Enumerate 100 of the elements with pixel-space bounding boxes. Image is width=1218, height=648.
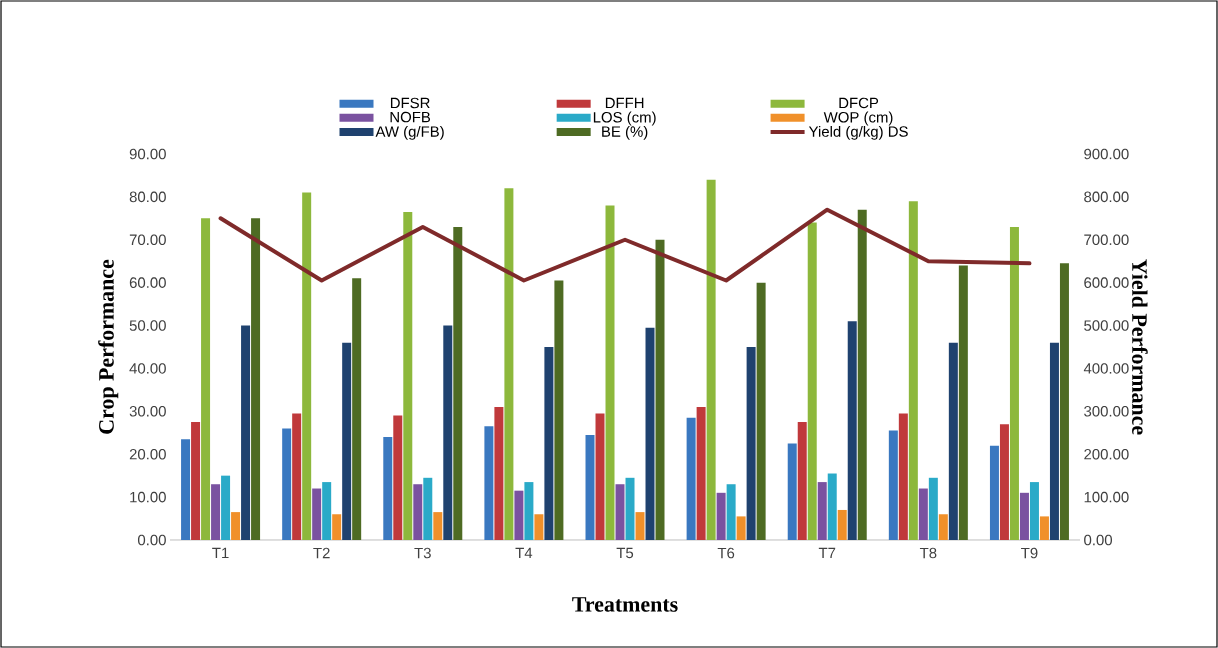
bar bbox=[736, 516, 746, 540]
bar bbox=[837, 509, 847, 540]
bar bbox=[282, 428, 292, 540]
bar bbox=[514, 490, 524, 540]
bar bbox=[403, 211, 413, 540]
bar bbox=[1029, 482, 1039, 540]
bar bbox=[433, 512, 443, 540]
legend-label: WOP (cm) bbox=[823, 111, 893, 126]
bar bbox=[1059, 263, 1069, 540]
legend-label: DFFH bbox=[605, 97, 644, 109]
bar bbox=[1019, 492, 1029, 540]
legend-label: DFCP bbox=[839, 97, 879, 109]
bar bbox=[857, 209, 867, 540]
y-tick-label: 90.00 bbox=[129, 148, 166, 160]
bar bbox=[393, 415, 403, 540]
bar bbox=[292, 413, 302, 540]
bar bbox=[1049, 342, 1059, 540]
bar bbox=[625, 477, 635, 540]
bar bbox=[453, 226, 463, 540]
bar bbox=[302, 192, 312, 540]
bar bbox=[948, 342, 958, 540]
bar bbox=[554, 280, 564, 540]
bar bbox=[312, 488, 322, 540]
y2-tick-label: 800.00 bbox=[1084, 191, 1129, 203]
bar bbox=[383, 437, 393, 540]
bar bbox=[888, 430, 898, 540]
bar bbox=[726, 484, 736, 540]
legend-label: Yield (g/kg) DS bbox=[808, 125, 908, 140]
bar bbox=[534, 514, 544, 540]
bar bbox=[635, 512, 645, 540]
x-tick-label: T5 bbox=[616, 547, 634, 559]
bar bbox=[504, 188, 514, 540]
y-tick-label: 30.00 bbox=[129, 406, 166, 417]
bar bbox=[686, 417, 696, 540]
bar bbox=[524, 482, 534, 540]
y-tick-label: 80.00 bbox=[129, 191, 166, 203]
bar bbox=[332, 514, 342, 540]
y-tick-label: 10.00 bbox=[130, 491, 166, 503]
bar bbox=[655, 239, 665, 540]
y2-tick-label: 300.00 bbox=[1084, 406, 1129, 417]
bar bbox=[443, 325, 453, 540]
bar bbox=[908, 201, 918, 540]
legend-label: AW (g/FB) bbox=[375, 125, 444, 140]
bar bbox=[827, 473, 837, 540]
bar bbox=[241, 325, 251, 540]
bar bbox=[585, 434, 595, 540]
y2-tick-label: 600.00 bbox=[1084, 277, 1129, 288]
y2-tick-label: 700.00 bbox=[1084, 234, 1129, 246]
y-tick-label: 20.00 bbox=[129, 448, 166, 460]
x-tick-label: T7 bbox=[818, 547, 836, 559]
bar bbox=[342, 342, 352, 540]
bar bbox=[494, 407, 504, 540]
bar bbox=[181, 439, 191, 540]
x-tick-label: T4 bbox=[515, 547, 533, 559]
bar bbox=[958, 265, 968, 540]
bar bbox=[807, 222, 817, 540]
y-axis-title: Crop Performance bbox=[98, 259, 119, 434]
bar bbox=[918, 488, 928, 540]
bar bbox=[484, 426, 494, 540]
bar bbox=[1039, 516, 1049, 540]
bar bbox=[1009, 226, 1019, 540]
bar bbox=[928, 477, 938, 540]
bar bbox=[938, 514, 948, 540]
bar bbox=[221, 475, 231, 540]
y2-tick-label: 500.00 bbox=[1084, 320, 1129, 331]
bar bbox=[544, 346, 554, 540]
bar bbox=[251, 218, 261, 540]
y-tick-label: 0.00 bbox=[137, 534, 166, 546]
bar bbox=[716, 492, 726, 540]
legend-label: NOFB bbox=[390, 111, 431, 123]
legend-label: BE (%) bbox=[602, 125, 648, 140]
x-tick-label: T9 bbox=[1021, 547, 1038, 559]
bar bbox=[231, 512, 241, 540]
y-tick-label: 60.00 bbox=[129, 277, 166, 288]
bar bbox=[847, 321, 857, 540]
bar bbox=[605, 205, 615, 540]
bar bbox=[696, 407, 706, 540]
legend-label: DFSR bbox=[390, 97, 430, 109]
x-axis-title: Treatments bbox=[572, 597, 678, 612]
bar bbox=[756, 282, 766, 540]
bar bbox=[706, 179, 716, 540]
bar bbox=[211, 484, 221, 540]
line-series bbox=[218, 207, 1032, 283]
x-tick-label: T6 bbox=[717, 547, 735, 559]
y-tick-label: 50.00 bbox=[129, 320, 166, 331]
y2-tick-label: 100.00 bbox=[1084, 491, 1129, 503]
bar bbox=[797, 422, 807, 540]
x-tick-label: T2 bbox=[313, 547, 330, 559]
bar bbox=[787, 443, 797, 540]
y2-tick-label: 200.00 bbox=[1084, 448, 1129, 460]
bar bbox=[423, 477, 433, 540]
x-tick-label: T3 bbox=[414, 547, 431, 559]
legend-label: LOS (cm) bbox=[593, 111, 656, 126]
bar bbox=[989, 445, 999, 540]
y2-axis-title: Yield Performance bbox=[1132, 259, 1148, 435]
bar bbox=[322, 482, 332, 540]
bar bbox=[595, 413, 605, 540]
bar bbox=[615, 484, 625, 540]
y-tick-label: 70.00 bbox=[129, 234, 166, 246]
y2-tick-label: 400.00 bbox=[1083, 363, 1129, 374]
